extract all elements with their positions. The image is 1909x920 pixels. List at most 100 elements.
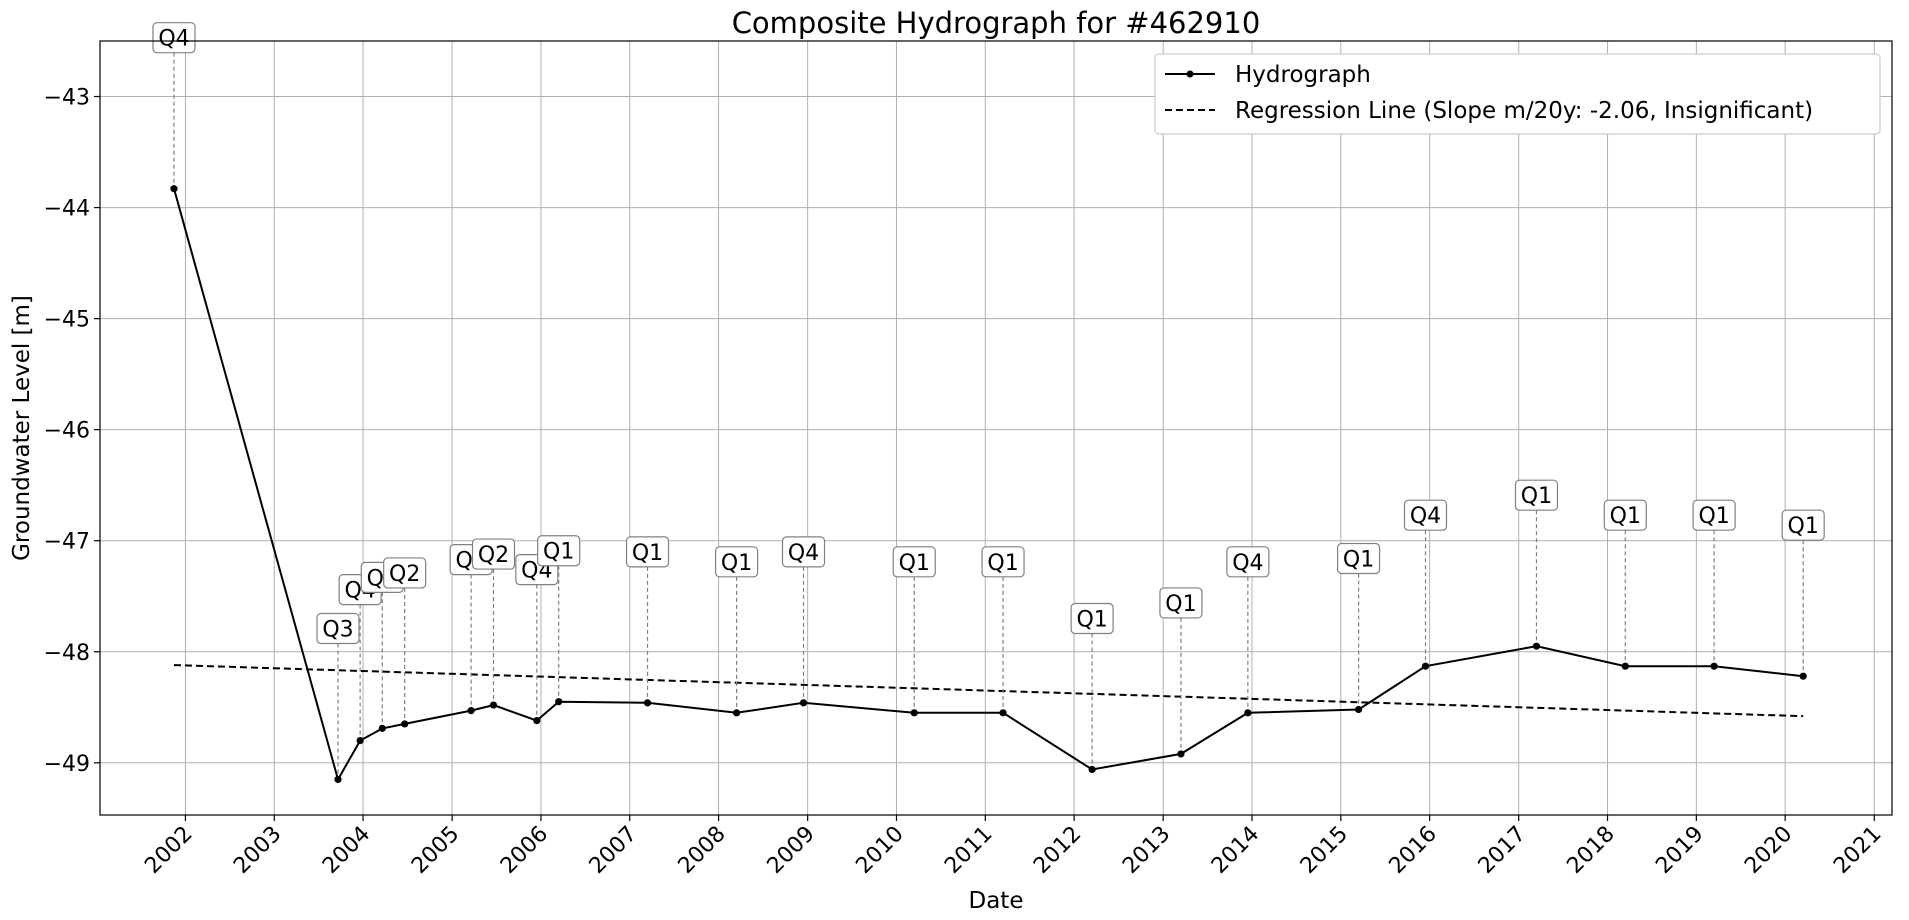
plot-frame xyxy=(99,40,1893,816)
annotation-label: Q1 xyxy=(1610,504,1641,529)
chart-title: Composite Hydrograph for #462910 xyxy=(732,6,1261,40)
data-point xyxy=(1244,709,1252,717)
annotation-label: Q1 xyxy=(1165,592,1196,617)
data-point xyxy=(1421,662,1430,670)
y-tick-label: −49 xyxy=(44,752,90,777)
annotation-box xyxy=(1336,542,1381,575)
data-point xyxy=(170,185,178,193)
annotation-label: Q1 xyxy=(1788,514,1819,539)
annotation-label: Q4 xyxy=(788,541,819,566)
legend: Hydrograph Regression Line (Slope m/20y:… xyxy=(1154,53,1881,135)
annotation-box xyxy=(981,546,1025,578)
legend-regression-label: Regression Line (Slope m/20y: -2.06, Ins… xyxy=(1235,98,1813,124)
y-axis-ticks: −49 −48 −47 −46 −45 −44 −43 xyxy=(44,86,100,777)
annotation-label: Q1 xyxy=(1521,484,1552,509)
data-point xyxy=(1532,642,1541,650)
x-tick-label: 2019 xyxy=(1651,822,1708,879)
data-point xyxy=(799,699,808,707)
x-tick-label: 2004 xyxy=(318,822,375,879)
annotation-box xyxy=(1603,499,1647,531)
x-axis-title: Date xyxy=(969,888,1024,914)
annotation-label: Q3 xyxy=(322,617,353,642)
legend-hydrograph-marker xyxy=(1186,70,1194,78)
annotation-box xyxy=(714,546,759,578)
annotation-label: Q4 xyxy=(1410,504,1441,529)
annotation-box xyxy=(1514,479,1559,511)
x-tick-label: 2018 xyxy=(1562,822,1619,879)
x-tick-label: 2020 xyxy=(1740,822,1797,879)
data-point xyxy=(555,698,563,706)
annotation-box xyxy=(1692,499,1736,531)
annotation-box xyxy=(152,22,196,54)
x-tick-label: 2012 xyxy=(1029,822,1086,879)
y-axis-title: Groundwater Level [m] xyxy=(9,295,35,561)
x-tick-label: 2011 xyxy=(940,822,997,879)
annotation-box xyxy=(625,536,670,568)
grid-lines xyxy=(100,41,1892,815)
y-tick-label: −43 xyxy=(44,86,90,111)
x-tick-label: 2021 xyxy=(1829,822,1886,879)
annotation-label: Q1 xyxy=(721,551,752,576)
x-axis-ticks: 2002 2003 2004 2005 2006 2007 2008 2009 2010 2011… xyxy=(140,815,1886,879)
annotation-label: Q1 xyxy=(987,551,1018,576)
y-tick-label: −45 xyxy=(44,308,90,333)
data-point xyxy=(1088,765,1096,774)
x-tick-label: 2014 xyxy=(1207,822,1264,879)
data-point xyxy=(533,717,541,725)
data-point xyxy=(1621,662,1629,670)
annotation-box xyxy=(1159,587,1203,619)
annotation-label: Q1 xyxy=(1698,504,1729,529)
regression-layer xyxy=(173,664,1804,718)
series-layer xyxy=(170,185,1807,784)
data-point xyxy=(356,736,364,745)
x-tick-label: 2009 xyxy=(763,822,820,879)
data-point xyxy=(910,709,918,717)
annotation-label: Q2 xyxy=(389,562,420,587)
data-point xyxy=(378,724,386,732)
data-point xyxy=(1799,672,1807,680)
annotation-box xyxy=(1070,602,1114,635)
data-point xyxy=(334,775,342,784)
annotation-box xyxy=(781,536,826,568)
annotation-box xyxy=(892,546,936,578)
x-tick-label: 2007 xyxy=(585,822,642,879)
annotation-box xyxy=(537,535,581,567)
data-point xyxy=(1177,750,1185,758)
x-tick-label: 2005 xyxy=(407,822,464,879)
annotation-box xyxy=(1781,509,1825,541)
annotation-label: Q1 xyxy=(632,541,663,566)
annotation-box xyxy=(316,612,360,645)
x-tick-label: 2008 xyxy=(674,822,731,879)
x-tick-label: 2006 xyxy=(496,822,553,879)
x-tick-label: 2017 xyxy=(1474,822,1531,879)
annotation-label: Q2 xyxy=(478,543,509,568)
x-tick-label: 2003 xyxy=(229,822,286,879)
annotation-box xyxy=(1403,499,1448,531)
y-tick-label: −46 xyxy=(44,419,90,444)
x-tick-label: 2010 xyxy=(851,822,908,879)
data-point xyxy=(467,707,475,715)
annotation-label: Q1 xyxy=(543,540,574,565)
x-tick-label: 2013 xyxy=(1118,822,1175,879)
annotation-box xyxy=(383,557,427,589)
legend-hydrograph-label: Hydrograph xyxy=(1235,62,1371,88)
data-point xyxy=(732,709,741,717)
y-tick-label: −47 xyxy=(44,530,90,555)
data-point xyxy=(1710,662,1718,670)
annotation-label: Q4 xyxy=(1232,551,1263,576)
annotation-label: Q1 xyxy=(1076,607,1107,632)
annotation-box xyxy=(471,538,516,570)
data-point xyxy=(999,709,1007,717)
y-tick-label: −44 xyxy=(44,197,90,222)
y-tick-label: −48 xyxy=(44,641,90,666)
data-point xyxy=(1354,705,1363,714)
x-tick-label: 2015 xyxy=(1296,822,1353,879)
data-point xyxy=(643,699,652,707)
annotation-label: Q4 xyxy=(158,27,189,52)
annotation-label: Q1 xyxy=(899,551,930,576)
legend-box xyxy=(1154,53,1881,135)
regression-line xyxy=(173,664,1804,718)
x-tick-label: 2016 xyxy=(1385,822,1442,879)
